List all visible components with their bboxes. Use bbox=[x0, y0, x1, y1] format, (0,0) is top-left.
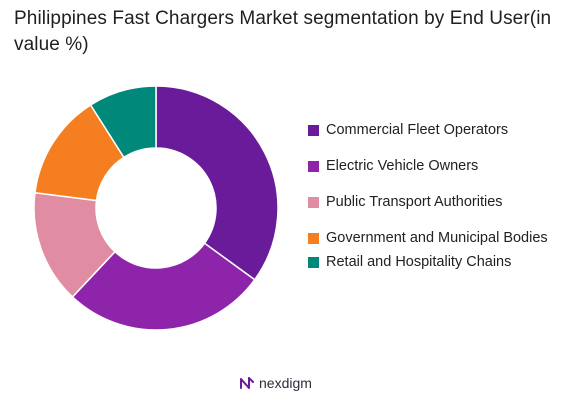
donut-chart bbox=[33, 85, 279, 331]
legend-swatch bbox=[308, 233, 319, 244]
legend-item: Public Transport Authorities bbox=[308, 192, 568, 212]
brand-name: nexdigm bbox=[259, 375, 312, 391]
legend-label: Retail and Hospitality Chains bbox=[326, 254, 512, 270]
legend-swatch bbox=[308, 257, 319, 268]
legend-label: Government and Municipal Bodies bbox=[326, 230, 548, 246]
legend-swatch bbox=[308, 125, 319, 136]
legend-item: Government and Municipal Bodies bbox=[308, 228, 568, 248]
legend-label: Commercial Fleet Operators bbox=[326, 122, 509, 138]
donut-slice-2 bbox=[71, 242, 256, 331]
legend-swatch bbox=[308, 197, 319, 208]
legend-swatch bbox=[308, 161, 319, 172]
legend-label: Public Transport Authorities bbox=[326, 194, 503, 210]
legend: Commercial Fleet Operators Electric Vehi… bbox=[308, 120, 568, 272]
legend-label: Electric Vehicle Owners bbox=[326, 158, 479, 174]
nexdigm-logo-icon bbox=[240, 377, 254, 389]
legend-item: Commercial Fleet Operators bbox=[308, 120, 568, 140]
legend-item: Retail and Hospitality Chains bbox=[308, 252, 568, 272]
chart-title: Philippines Fast Chargers Market segment… bbox=[14, 8, 552, 55]
donut-slice-5 bbox=[89, 85, 157, 159]
legend-item: Electric Vehicle Owners bbox=[308, 156, 568, 176]
donut-slice-1 bbox=[155, 85, 279, 281]
brand-logo: nexdigm bbox=[238, 372, 312, 394]
